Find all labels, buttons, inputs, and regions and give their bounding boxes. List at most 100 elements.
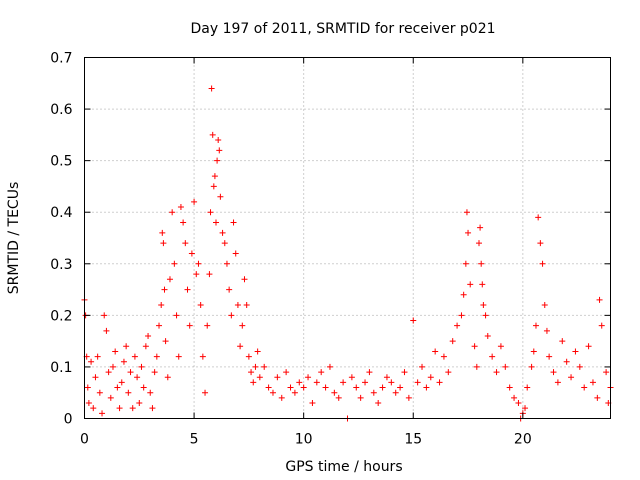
data-point [401,369,408,376]
data-point [197,302,204,309]
y-axis-label: SRMTID / TECUs [6,182,22,295]
data-point [473,363,480,370]
y-tick-label: 0.7 [50,51,72,67]
data-point [149,405,156,412]
data-point [125,389,132,396]
data-point [432,348,439,355]
data-point [506,384,513,391]
data-point [254,348,261,355]
data-point [397,384,404,391]
data-point [458,312,465,319]
data-point [90,405,97,412]
data-point [414,379,421,386]
data-point [88,358,95,365]
data-point [161,286,168,293]
data-point [445,369,452,376]
data-point [118,379,125,386]
data-point [467,281,474,288]
data-point [309,400,316,407]
data-point [101,312,108,319]
data-point [379,384,386,391]
data-point [248,369,255,376]
data-point [173,312,180,319]
data-point [214,157,221,164]
data-point [162,338,169,345]
data-point [476,240,482,247]
data-point [572,348,579,355]
data-point [164,374,171,381]
data-point [274,374,281,381]
data-point [484,332,491,339]
data-point [479,281,486,288]
data-point [239,322,246,329]
y-tick-label: 0.6 [50,102,72,118]
x-tick-label: 0 [80,432,89,448]
data-point [530,348,537,355]
data-point [140,384,147,391]
data-point [585,343,592,350]
data-point [228,312,235,319]
data-point [138,363,145,370]
data-point [199,353,206,360]
data-point [211,173,218,180]
y-tick-label: 0.4 [50,205,72,221]
data-point [204,322,211,329]
data-point [563,358,570,365]
data-point [182,240,189,247]
data-point [388,379,395,386]
data-point [550,369,557,376]
y-tick-label: 0 [64,412,73,428]
data-point [497,343,504,350]
data-point [535,214,542,221]
data-point [331,389,338,396]
data-point [405,394,412,401]
tick-labels: 0 0.1 0.2 0.3 0.4 0.5 0.6 0.7 0 5 10 15 20 [50,51,532,448]
data-point [216,147,223,154]
data-point [114,384,121,391]
data-point [326,363,333,370]
data-point [300,384,307,391]
data-points [81,85,614,422]
data-point [581,384,588,391]
data-point [291,389,298,396]
data-point [480,302,487,309]
data-point [589,379,596,386]
data-point [287,384,294,391]
data-point [340,379,347,386]
data-point [532,322,539,329]
grid [84,57,611,419]
data-point [241,276,248,283]
data-point [410,317,417,324]
data-point [160,240,167,247]
data-point [477,224,484,231]
data-point [109,363,116,370]
data-point [322,384,329,391]
data-point [252,363,259,370]
data-point [594,394,601,401]
data-point [131,353,138,360]
data-point [546,353,553,360]
data-point [419,363,426,370]
data-point [554,379,561,386]
data-point [206,271,213,278]
data-point [136,400,143,407]
data-point [92,374,99,381]
data-point [454,322,461,329]
data-point [147,389,154,396]
x-tick-label: 15 [404,432,422,448]
data-point [348,374,355,381]
data-point [243,302,250,309]
data-point [171,260,178,267]
data-point [375,400,382,407]
data-point [145,332,152,339]
data-point [335,394,342,401]
data-point [568,374,575,381]
data-point [127,369,134,376]
data-point [123,343,130,350]
data-point [105,369,112,376]
data-point [191,198,198,205]
data-point [465,229,472,236]
axis-ticks [84,57,611,419]
data-point [219,229,226,236]
data-point [184,286,191,293]
